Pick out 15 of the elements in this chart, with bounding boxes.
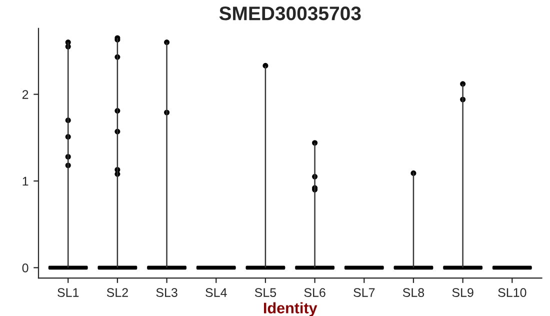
x-tick-label: SL6: [304, 288, 326, 297]
x-tick-label: SL5: [254, 288, 276, 297]
x-tick-label: SL2: [106, 288, 128, 297]
y-tick-label: 2: [22, 90, 28, 99]
chart-title: SMED30035703: [219, 6, 361, 20]
x-tick-label: SL8: [402, 288, 424, 297]
y-tick-label: 1: [22, 176, 28, 186]
x-tick-label: SL3: [156, 288, 178, 297]
x-tick-label: SL9: [452, 288, 474, 297]
x-tick-label: SL4: [206, 288, 227, 297]
y-tick-label: 0: [22, 263, 28, 272]
x-tick-label: SL7: [354, 288, 375, 297]
x-tick-label: SL10: [498, 288, 526, 297]
x-axis-title: Identity: [264, 302, 318, 316]
x-tick-label: SL1: [58, 288, 79, 297]
